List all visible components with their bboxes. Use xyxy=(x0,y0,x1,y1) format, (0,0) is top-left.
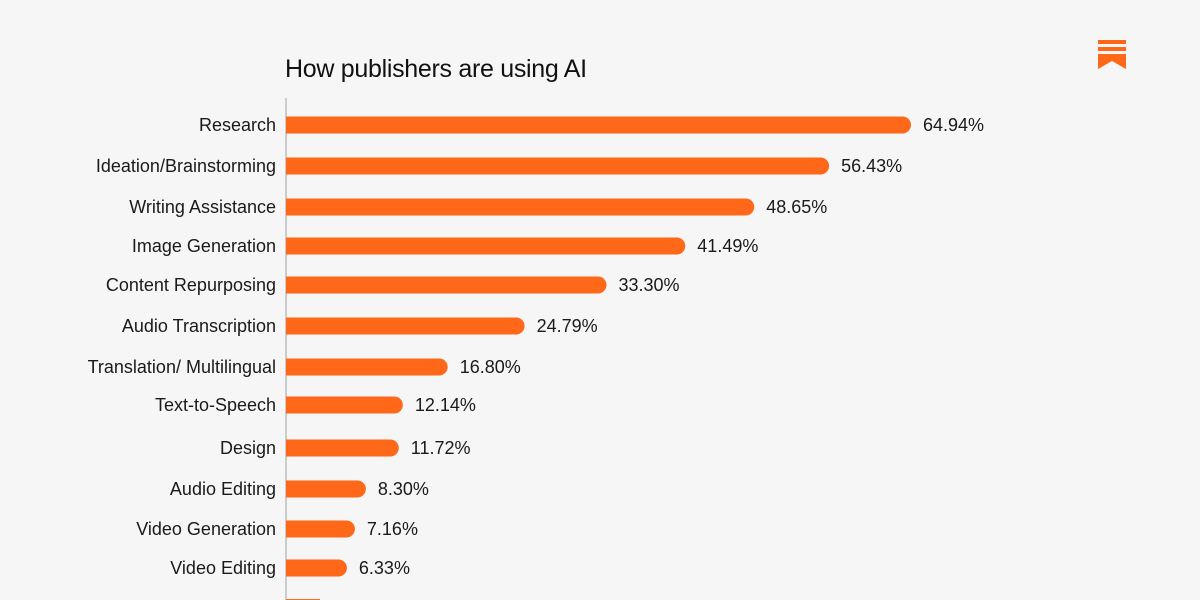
bar xyxy=(286,317,525,335)
bar-left-edge xyxy=(286,520,303,538)
category-label: Video Editing xyxy=(170,558,276,578)
bar-left-edge xyxy=(286,559,303,577)
bar-group: Research 64.94% Ideation/Brainstorming 56.4… xyxy=(88,115,984,578)
bar xyxy=(286,116,911,134)
value-label: 8.30% xyxy=(378,479,429,499)
bar-left-edge xyxy=(286,237,303,255)
bookmark-logo-icon xyxy=(1098,40,1126,69)
value-label: 41.49% xyxy=(697,236,758,256)
value-label: 16.80% xyxy=(460,357,521,377)
bar xyxy=(286,198,755,216)
category-label: Image Generation xyxy=(132,236,276,256)
bar-left-edge xyxy=(286,358,303,376)
bar-left-edge xyxy=(286,396,303,414)
bar xyxy=(286,157,830,175)
bar xyxy=(286,358,448,376)
category-label: Text-to-Speech xyxy=(155,395,276,415)
category-label: Design xyxy=(220,438,276,458)
value-label: 11.72% xyxy=(411,438,471,458)
bar xyxy=(286,237,686,255)
bar-left-edge xyxy=(286,157,303,175)
value-label: 6.33% xyxy=(359,558,410,578)
bar xyxy=(286,439,399,457)
value-label: 48.65% xyxy=(766,197,827,217)
bar-left-edge xyxy=(286,276,303,294)
bar xyxy=(286,276,607,294)
chart-title: How publishers are using AI xyxy=(285,55,587,83)
bar-left-edge xyxy=(286,480,303,498)
value-label: 24.79% xyxy=(537,316,598,336)
bar-left-edge xyxy=(286,198,303,216)
bar xyxy=(286,480,366,498)
category-label: Ideation/Brainstorming xyxy=(96,156,276,176)
bar-left-edge xyxy=(286,317,303,335)
category-label: Audio Editing xyxy=(170,479,276,499)
value-label: 56.43% xyxy=(841,156,902,176)
bar xyxy=(286,396,403,414)
bar xyxy=(286,520,355,538)
category-label: Video Generation xyxy=(136,519,276,539)
bar-left-edge xyxy=(286,116,303,134)
category-label: Research xyxy=(199,115,276,135)
bar-left-edge xyxy=(286,439,303,457)
value-label: 64.94% xyxy=(923,115,984,135)
value-label: 7.16% xyxy=(367,519,418,539)
category-label: Content Repurposing xyxy=(106,275,276,295)
category-label: Audio Transcription xyxy=(122,316,276,336)
category-label: Translation/ Multilingual xyxy=(88,357,276,377)
value-label: 33.30% xyxy=(618,275,679,295)
value-label: 12.14% xyxy=(415,395,476,415)
category-label: Writing Assistance xyxy=(129,197,276,217)
